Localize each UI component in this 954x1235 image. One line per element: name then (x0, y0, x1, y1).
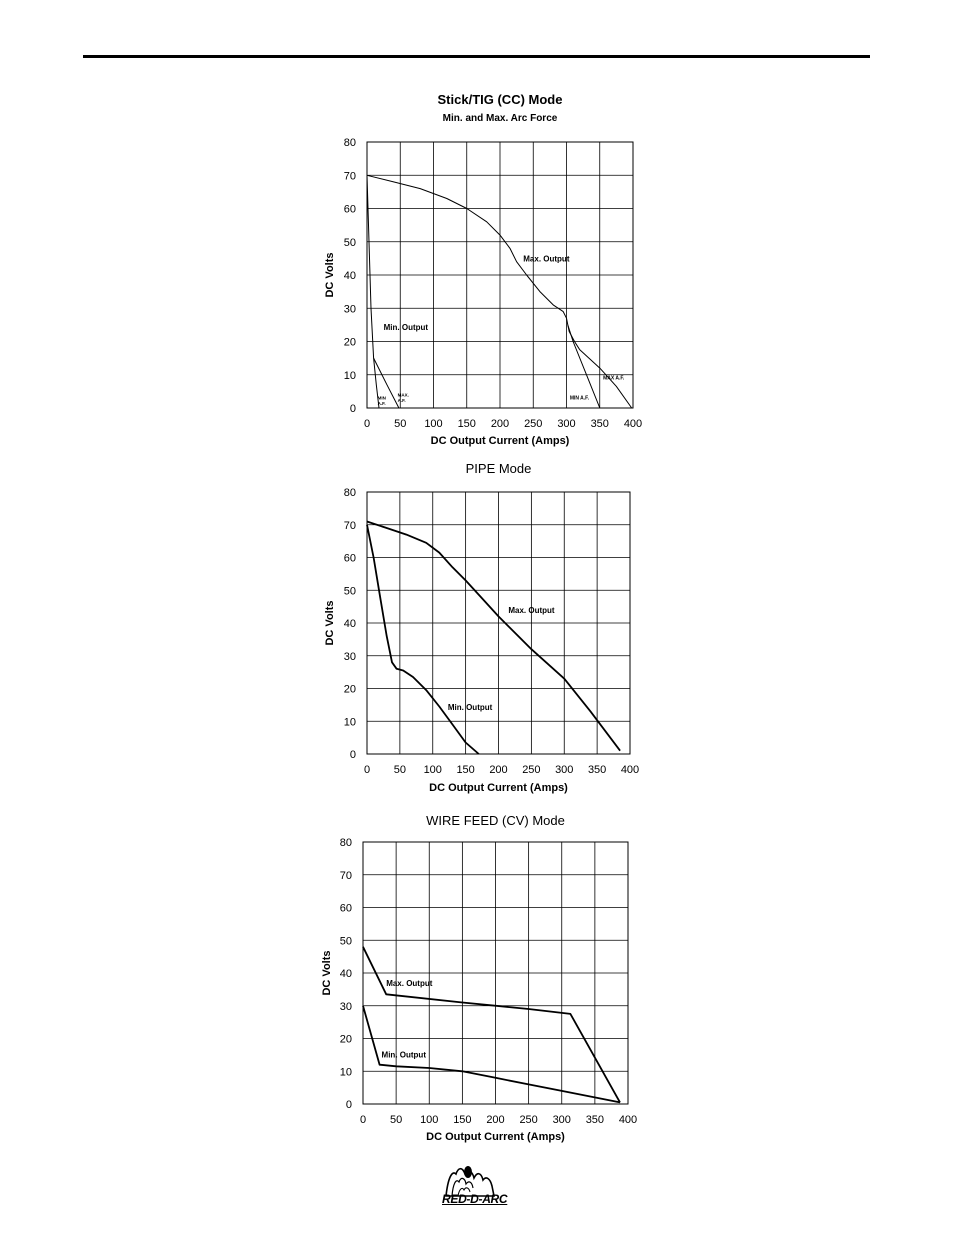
y-tick-label: 40 (340, 968, 352, 980)
x-tick-label: 150 (456, 764, 474, 776)
x-tick-label: 350 (586, 1114, 604, 1126)
x-tick-label: 50 (394, 418, 406, 430)
series-line-min-output (362, 1005, 621, 1104)
plot-frame (366, 491, 631, 755)
x-axis-label: DC Output Current (Amps) (426, 1131, 565, 1143)
x-tick-label: 0 (360, 1114, 366, 1126)
x-tick-label: 400 (619, 1114, 637, 1126)
y-tick-label: 60 (344, 204, 356, 216)
brand-name: RED-D-ARC (442, 1192, 508, 1206)
annotation-label: MAX. (398, 392, 409, 397)
x-tick-label: 50 (394, 764, 406, 776)
x-tick-label: 350 (591, 418, 609, 430)
y-tick-label: 40 (344, 270, 356, 282)
y-axis-label: DC Volts (324, 600, 336, 645)
x-tick-label: 0 (364, 418, 370, 430)
y-tick-label: 20 (340, 1034, 352, 1046)
x-tick-label: 150 (453, 1114, 471, 1126)
chart-subtitle: Min. and Max. Arc Force (443, 113, 558, 124)
x-tick-label: 200 (486, 1114, 504, 1126)
y-axis-label: DC Volts (324, 252, 336, 297)
annotation-label: Max. Output (523, 255, 570, 264)
y-tick-label: 40 (344, 618, 356, 630)
pipe-mode-chart: PIPE Mode 0 50 100 150 200 250 300 350 400 0 10 20 30… (324, 461, 639, 794)
x-tick-label: 250 (519, 1114, 537, 1126)
chart-title: PIPE Mode (466, 461, 532, 476)
annotation-label: MIN (378, 396, 386, 401)
y-tick-label: 0 (350, 749, 356, 761)
x-tick-label: 100 (424, 418, 442, 430)
series-line-max-a-f (373, 357, 400, 409)
series-line-min-output (366, 175, 375, 359)
annotation-label: Max. Output (386, 979, 433, 988)
plot-frame (362, 841, 629, 1105)
y-tick-label: 70 (340, 870, 352, 882)
y-tick-label: 80 (344, 137, 356, 149)
y-tick-label: 0 (346, 1099, 352, 1111)
annotation-label: Max. Output (508, 606, 555, 615)
arc-flames-icon (445, 1166, 495, 1197)
x-tick-label: 100 (424, 764, 442, 776)
chart-title: Stick/TIG (CC) Mode (438, 92, 563, 107)
annotation-label: Min. Output (382, 1050, 427, 1059)
y-tick-label: 50 (344, 237, 356, 249)
y-tick-label: 20 (344, 337, 356, 349)
x-axis-label: DC Output Current (Amps) (431, 435, 570, 447)
y-tick-label: 80 (340, 837, 352, 849)
y-tick-label: 60 (340, 903, 352, 915)
y-tick-label: 70 (344, 520, 356, 532)
x-tick-label: 350 (588, 764, 606, 776)
y-tick-label: 30 (340, 1001, 352, 1013)
y-tick-label: 30 (344, 303, 356, 315)
y-tick-label: 30 (344, 651, 356, 663)
chart-title: WIRE FEED (CV) Mode (426, 813, 565, 828)
annotation-label: Min. Output (448, 703, 493, 712)
annotation-label: A.F. (378, 401, 386, 406)
series-line-min-output (366, 524, 480, 755)
y-axis-label: DC Volts (321, 950, 333, 995)
x-tick-label: 150 (458, 418, 476, 430)
x-tick-label: 250 (522, 764, 540, 776)
x-tick-label: 300 (555, 764, 573, 776)
y-tick-label: 20 (344, 684, 356, 696)
y-tick-label: 50 (344, 585, 356, 597)
x-axis-label: DC Output Current (Amps) (429, 782, 568, 794)
y-tick-label: 10 (340, 1066, 352, 1078)
x-tick-label: 200 (489, 764, 507, 776)
x-tick-label: 0 (364, 764, 370, 776)
top-rule (83, 55, 870, 58)
series-line-min-a-f (373, 358, 380, 409)
y-tick-label: 70 (344, 170, 356, 182)
annotation-label: MIN A.F. (570, 396, 590, 402)
y-tick-label: 10 (344, 716, 356, 728)
stick-tig-chart: Stick/TIG (CC) Mode Min. and Max. Arc For… (324, 92, 642, 447)
x-tick-label: 200 (491, 418, 509, 430)
x-tick-label: 50 (390, 1114, 402, 1126)
series-line-max-output (366, 520, 621, 752)
x-tick-label: 300 (557, 418, 575, 430)
x-tick-label: 400 (624, 418, 642, 430)
series-line-max-output (362, 946, 621, 1103)
x-tick-label: 100 (420, 1114, 438, 1126)
annotation-label: Min. Output (384, 323, 429, 332)
annotation-label: MAX A.F. (603, 376, 625, 382)
x-tick-label: 400 (621, 764, 639, 776)
y-tick-label: 80 (344, 487, 356, 499)
plot-frame (366, 141, 634, 409)
annotation-label: A.F. (398, 398, 406, 403)
y-tick-label: 60 (344, 553, 356, 565)
series-line-min-a-f (567, 324, 601, 409)
red-d-arc-logo: RED-D-ARC (438, 1160, 523, 1210)
y-tick-label: 50 (340, 935, 352, 947)
x-tick-label: 300 (553, 1114, 571, 1126)
y-tick-label: 0 (350, 403, 356, 415)
y-tick-label: 10 (344, 370, 356, 382)
series-line-max-a-f (579, 349, 633, 409)
x-tick-label: 250 (524, 418, 542, 430)
